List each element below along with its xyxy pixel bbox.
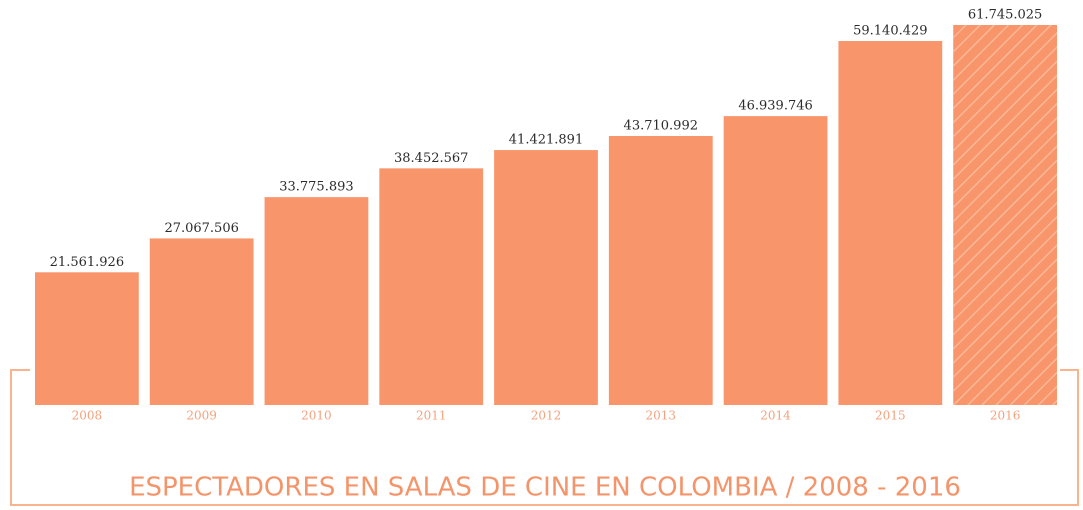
bar [149, 238, 254, 405]
value-label: 38.452.567 [394, 151, 468, 166]
value-label: 27.067.506 [164, 221, 238, 236]
x-tick-label: 2010 [301, 409, 332, 423]
bar [608, 135, 713, 405]
bar [264, 197, 369, 405]
value-label: 61.745.025 [968, 8, 1042, 23]
x-tick-label: 2012 [531, 409, 562, 423]
value-label: 43.710.992 [624, 118, 698, 133]
bar [494, 150, 598, 405]
value-label: 46.939.746 [738, 99, 812, 114]
x-tick-label: 2011 [416, 409, 447, 423]
x-tick-label: 2009 [186, 409, 217, 423]
bar [723, 116, 828, 405]
bar [35, 272, 139, 405]
x-tick-label: 2014 [760, 409, 791, 423]
bar-hatch [953, 25, 1057, 405]
value-label: 33.775.893 [279, 180, 353, 195]
value-label: 59.140.429 [853, 24, 927, 39]
x-tick-label: 2015 [875, 409, 906, 423]
value-label: 41.421.891 [509, 133, 583, 148]
x-tick-label: 2013 [646, 409, 677, 423]
bar [838, 41, 943, 406]
frame [10, 369, 1079, 506]
value-label: 21.561.926 [50, 255, 124, 270]
x-tick-label: 2008 [72, 409, 103, 423]
bar [379, 168, 484, 405]
x-tick-label: 2016 [990, 409, 1021, 423]
chart-title: ESPECTADORES EN SALAS DE CINE EN COLOMBI… [129, 473, 961, 503]
